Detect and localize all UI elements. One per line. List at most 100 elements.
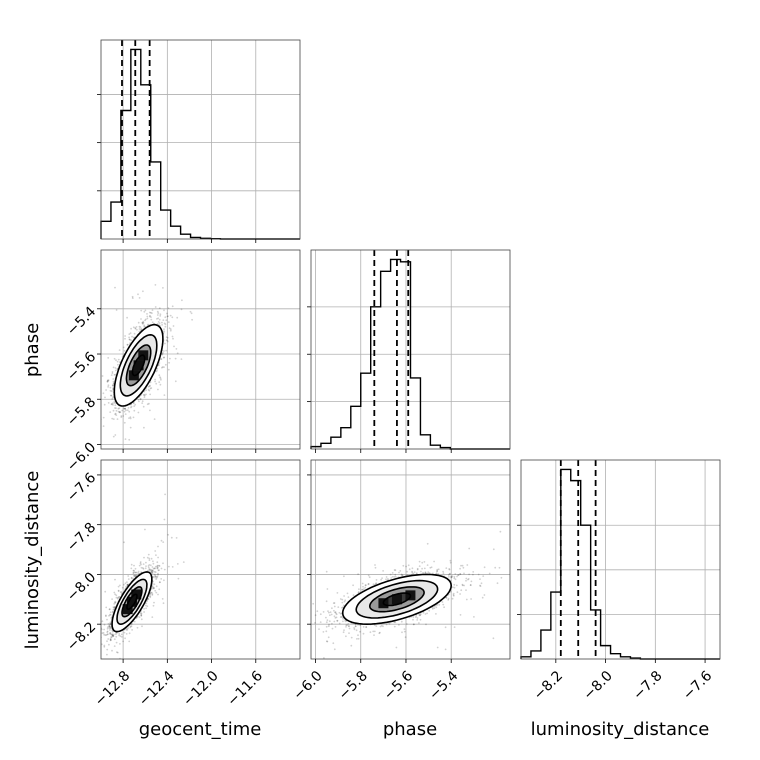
sample-point [353, 628, 356, 631]
sample-point [117, 407, 120, 410]
sample-point [167, 307, 170, 309]
sample-point [122, 407, 125, 410]
sample-point [102, 392, 105, 395]
joint-panel-phase-luminosity_distance [307, 459, 511, 665]
sample-point [172, 337, 174, 340]
joint-panel-geocent_time-luminosity_distance [97, 459, 301, 663]
sample-point [157, 312, 160, 314]
sample-point [143, 324, 146, 327]
sample-point [412, 616, 415, 618]
sample-point [152, 569, 154, 572]
sample-point [115, 633, 117, 636]
sample-point [104, 396, 106, 399]
sample-point [189, 310, 192, 313]
sample-point [110, 403, 113, 406]
sample-point [111, 634, 114, 637]
sample-point [145, 607, 148, 610]
sample-point [109, 623, 112, 625]
sample-point [128, 632, 131, 635]
sample-point [357, 634, 359, 637]
sample-point [132, 569, 135, 572]
sample-point [130, 625, 133, 628]
sample-point [111, 384, 114, 387]
sample-point [120, 591, 123, 593]
contour-line [119, 333, 158, 397]
sample-point [152, 576, 155, 579]
sample-point [173, 345, 175, 348]
sample-point [149, 593, 152, 595]
sample-point [162, 562, 164, 565]
sample-point [118, 633, 121, 635]
sample-point [108, 608, 111, 611]
sample-point [480, 582, 483, 585]
sample-point [161, 353, 164, 356]
sample-point [157, 566, 159, 569]
sample-point [106, 627, 109, 630]
sample-point [127, 575, 130, 577]
sample-point [147, 598, 150, 600]
sample-point [106, 630, 109, 633]
sample-point [427, 571, 430, 574]
sample-point [118, 634, 120, 637]
sample-point [147, 569, 149, 572]
sample-point [101, 632, 104, 634]
sample-point [191, 318, 194, 321]
sample-point [153, 567, 156, 570]
sample-point [112, 608, 115, 611]
sample-point [153, 583, 156, 586]
sample-point [124, 407, 126, 410]
sample-point [331, 607, 333, 610]
sample-point [101, 620, 104, 623]
sample-point [127, 627, 130, 629]
sample-point [126, 627, 129, 630]
sample-point [103, 644, 106, 647]
sample-point [158, 581, 161, 584]
sample-point [125, 633, 128, 635]
sample-point [367, 583, 370, 586]
sample-point [124, 335, 126, 337]
sample-point [118, 596, 120, 598]
sample-point [492, 548, 495, 551]
sample-point [122, 415, 125, 417]
sample-point [155, 382, 158, 385]
sample-point [142, 321, 145, 324]
sample-point [358, 588, 360, 591]
sample-point [119, 643, 121, 645]
sample-point [106, 626, 109, 629]
sample-point [156, 367, 159, 370]
sample-point [129, 426, 132, 429]
sample-point [175, 348, 178, 350]
sample-point [102, 416, 105, 419]
sample-point [144, 604, 147, 607]
sample-point [143, 394, 146, 397]
sample-point [116, 418, 119, 420]
sample-point [107, 379, 110, 382]
sample-point [112, 435, 115, 438]
sample-point [171, 566, 174, 568]
sample-point [182, 561, 185, 563]
sample-point [143, 310, 146, 313]
sample-point [142, 290, 144, 293]
sample-point [438, 604, 441, 606]
sample-point [148, 389, 151, 392]
sample-point [114, 413, 116, 416]
sample-point [423, 567, 426, 570]
sample-point [119, 411, 122, 413]
sample-point [137, 572, 139, 574]
sample-point [103, 633, 105, 636]
sample-point [113, 603, 116, 605]
sample-point [108, 627, 111, 630]
sample-point [124, 582, 127, 585]
sample-point [156, 310, 159, 313]
sample-point [455, 663, 457, 665]
sample-point [158, 318, 161, 321]
sample-point [150, 316, 152, 318]
sample-point [126, 409, 129, 412]
sample-point [161, 324, 164, 326]
sample-point [161, 366, 163, 369]
sample-point [428, 609, 431, 612]
sample-point [136, 626, 139, 629]
sample-point [154, 378, 157, 381]
sample-point [158, 364, 160, 366]
sample-point [111, 402, 114, 405]
